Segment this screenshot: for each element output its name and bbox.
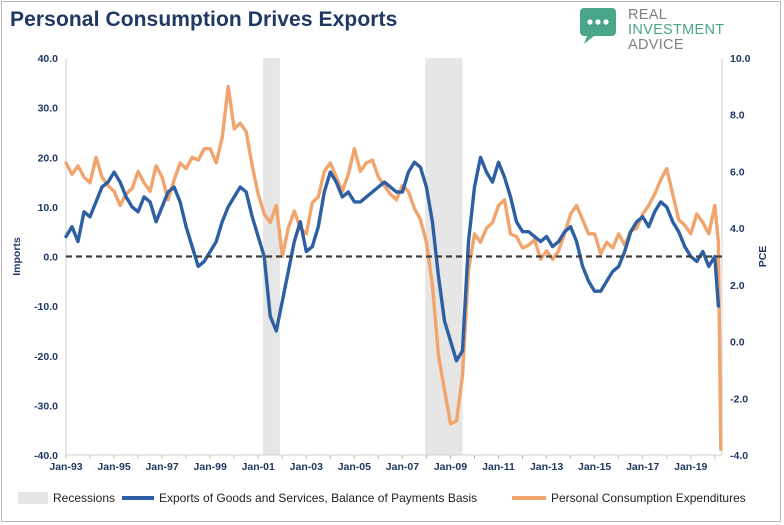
x-tick-label: Jan-93 <box>49 461 82 473</box>
x-axis-ticks: Jan-93 Jan-95 Jan-97 Jan-99 Jan-01 Jan-03 Jan-… <box>49 455 716 473</box>
right-axis-title: PCE <box>757 246 769 268</box>
x-tick-label: Jan-11 <box>482 461 515 473</box>
chart-title: Personal Consumption Drives Exports <box>10 8 398 31</box>
left-tick-label: 0.0 <box>43 252 58 264</box>
right-tick-label: 8.0 <box>730 110 745 122</box>
x-tick-label: Jan-97 <box>145 461 178 473</box>
right-tick-label: 6.0 <box>730 166 745 178</box>
x-tick-label: Jan-99 <box>194 461 227 473</box>
legend-label-recessions: Recessions <box>53 491 116 505</box>
left-axis-title: Imports <box>11 237 23 276</box>
right-tick-label: 10.0 <box>730 53 751 65</box>
logo-line-2: INVESTMENT <box>628 22 725 38</box>
legend-swatch-pce <box>512 496 546 500</box>
left-tick-label: -10.0 <box>34 301 58 313</box>
series-line-exports <box>64 155 721 363</box>
legend: Recessions Exports of Goods and Services… <box>18 488 778 508</box>
left-tick-label: -30.0 <box>34 400 58 412</box>
x-tick-label: Jan-05 <box>338 461 371 473</box>
x-tick-label: Jan-19 <box>674 461 707 473</box>
x-tick-label: Jan-15 <box>578 461 611 473</box>
right-tick-label: 2.0 <box>730 280 745 292</box>
right-tick-label: -4.0 <box>730 450 748 462</box>
brand-logo: REAL INVESTMENT ADVICE <box>578 6 778 53</box>
right-axis-ticks: 10.0 8.0 6.0 4.0 2.0 0.0 -2.0 -4.0 <box>730 53 751 462</box>
x-tick-label: Jan-07 <box>386 461 419 473</box>
chat-bubble-icon <box>580 8 616 44</box>
right-tick-label: 0.0 <box>730 337 745 349</box>
legend-swatch-recessions <box>18 492 48 504</box>
legend-swatch-exports <box>122 496 154 500</box>
series-lines <box>64 84 723 451</box>
left-tick-label: 20.0 <box>38 152 59 164</box>
legend-label-pce: Personal Consumption Expenditures <box>551 491 746 505</box>
legend-label-exports: Exports of Goods and Services, Balance o… <box>159 491 478 505</box>
logo-wordmark: REAL INVESTMENT ADVICE <box>628 8 724 53</box>
series-line-pce <box>64 84 723 451</box>
x-tick-label: Jan-95 <box>97 461 130 473</box>
legend-item-exports: Exports of Goods and Services, Balance o… <box>122 488 477 508</box>
left-tick-label: -40.0 <box>34 450 58 462</box>
legend-item-pce: Personal Consumption Expenditures <box>512 488 746 508</box>
x-tick-label: Jan-17 <box>626 461 659 473</box>
right-tick-label: -2.0 <box>730 393 748 405</box>
x-tick-label: Jan-13 <box>530 461 563 473</box>
logo-line-1: REAL <box>628 7 668 23</box>
left-tick-label: 30.0 <box>38 103 59 115</box>
right-tick-label: 4.0 <box>730 223 745 235</box>
left-axis-ticks: 40.0 30.0 20.0 10.0 0.0 -10.0 -20.0 -30.0 -40.0 <box>34 53 58 462</box>
x-tick-label: Jan-03 <box>290 461 323 473</box>
left-tick-label: -20.0 <box>34 351 58 363</box>
legend-item-recessions: Recessions <box>18 488 115 508</box>
left-tick-label: 10.0 <box>38 202 59 214</box>
left-tick-label: 40.0 <box>38 53 59 65</box>
x-tick-label: Jan-01 <box>242 461 275 473</box>
x-tick-label: Jan-09 <box>434 461 467 473</box>
logo-line-3: ADVICE <box>628 37 684 53</box>
